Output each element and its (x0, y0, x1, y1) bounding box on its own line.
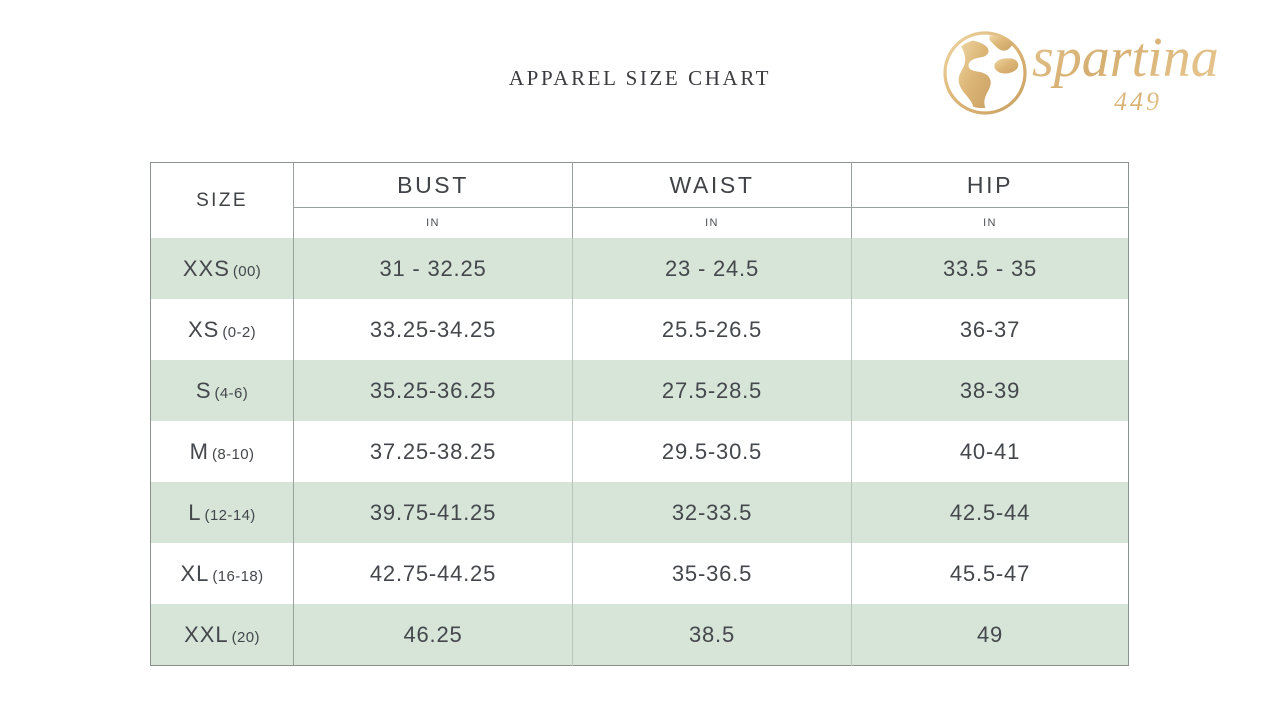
table-header-row-primary: SIZE BUST WAIST HIP (150, 162, 1129, 238)
cell-size: M (8-10) (150, 421, 294, 482)
cell-hip: 33.5 - 35 (851, 238, 1129, 299)
cell-waist: 29.5-30.5 (572, 421, 852, 482)
cell-bust: 31 - 32.25 (293, 238, 573, 299)
cell-size: XXS (00) (150, 238, 294, 299)
cell-waist: 32-33.5 (572, 482, 852, 543)
cell-size: L (12-14) (150, 482, 294, 543)
cell-waist: 38.5 (572, 604, 852, 666)
size-number: (12-14) (204, 506, 256, 524)
cell-bust: 33.25-34.25 (293, 299, 573, 360)
cell-bust: 46.25 (293, 604, 573, 666)
column-header-waist: WAIST (572, 162, 852, 208)
cell-size: XS (0-2) (150, 299, 294, 360)
size-number: (00) (232, 262, 262, 280)
size-number: (16-18) (212, 567, 264, 585)
column-unit-bust: IN (293, 207, 573, 238)
column-header-bust: BUST (293, 162, 573, 208)
table-row: XL (16-18) 42.75-44.25 35-36.5 45.5-47 (150, 543, 1129, 604)
cell-hip: 49 (851, 604, 1129, 666)
cell-waist: 27.5-28.5 (572, 360, 852, 421)
cell-size: XL (16-18) (150, 543, 294, 604)
size-number: (8-10) (211, 445, 255, 463)
cell-bust: 37.25-38.25 (293, 421, 573, 482)
table-row: XS (0-2) 33.25-34.25 25.5-26.5 36-37 (150, 299, 1129, 360)
size-label: S (195, 377, 212, 403)
cell-size: S (4-6) (150, 360, 294, 421)
column-header-hip: HIP (851, 162, 1129, 208)
table-row: L (12-14) 39.75-41.25 32-33.5 42.5-44 (150, 482, 1129, 543)
cell-hip: 45.5-47 (851, 543, 1129, 604)
table-row: M (8-10) 37.25-38.25 29.5-30.5 40-41 (150, 421, 1129, 482)
size-label: XXS (182, 255, 230, 281)
size-label: XS (187, 316, 220, 342)
table-header: SIZE BUST WAIST HIP IN IN IN (150, 162, 1129, 238)
page-header: APPAREL SIZE CHART (0, 0, 1280, 140)
cell-bust: 39.75-41.25 (293, 482, 573, 543)
size-label: XL (180, 560, 210, 586)
brand-logo: spartina 449 (936, 22, 1256, 118)
size-chart-container: SIZE BUST WAIST HIP IN IN IN XXS (00) 31 … (150, 162, 1129, 666)
cell-waist: 23 - 24.5 (572, 238, 852, 299)
cell-hip: 40-41 (851, 421, 1129, 482)
column-header-size: SIZE (150, 162, 294, 238)
cell-size: XXL (20) (150, 604, 294, 666)
globe-icon (942, 30, 1028, 116)
cell-bust: 35.25-36.25 (293, 360, 573, 421)
size-number: (4-6) (214, 384, 249, 402)
cell-bust: 42.75-44.25 (293, 543, 573, 604)
page-title: APPAREL SIZE CHART (508, 66, 772, 90)
size-label: M (189, 438, 209, 464)
cell-waist: 25.5-26.5 (572, 299, 852, 360)
cell-hip: 36-37 (851, 299, 1129, 360)
size-label: L (188, 499, 202, 525)
cell-waist: 35-36.5 (572, 543, 852, 604)
table-header-row-units: IN IN IN (151, 207, 1129, 238)
size-number: (0-2) (222, 323, 257, 341)
size-label: XXL (184, 621, 229, 647)
size-number: (20) (231, 628, 260, 646)
table-row: XXS (00) 31 - 32.25 23 - 24.5 33.5 - 35 (150, 238, 1129, 299)
brand-number-text: 449 (1114, 87, 1162, 116)
cell-hip: 38-39 (851, 360, 1129, 421)
column-unit-hip: IN (851, 207, 1129, 238)
column-unit-waist: IN (572, 207, 852, 238)
brand-name-text: spartina (1032, 27, 1219, 89)
cell-hip: 42.5-44 (851, 482, 1129, 543)
table-row: S (4-6) 35.25-36.25 27.5-28.5 38-39 (150, 360, 1129, 421)
brand-wordmark: spartina 449 (1032, 26, 1254, 118)
apparel-size-table: SIZE BUST WAIST HIP IN IN IN XXS (00) 31 … (150, 162, 1129, 666)
table-row: XXL (20) 46.25 38.5 49 (150, 604, 1129, 666)
table-body: XXS (00) 31 - 32.25 23 - 24.5 33.5 - 35 X… (150, 238, 1129, 666)
